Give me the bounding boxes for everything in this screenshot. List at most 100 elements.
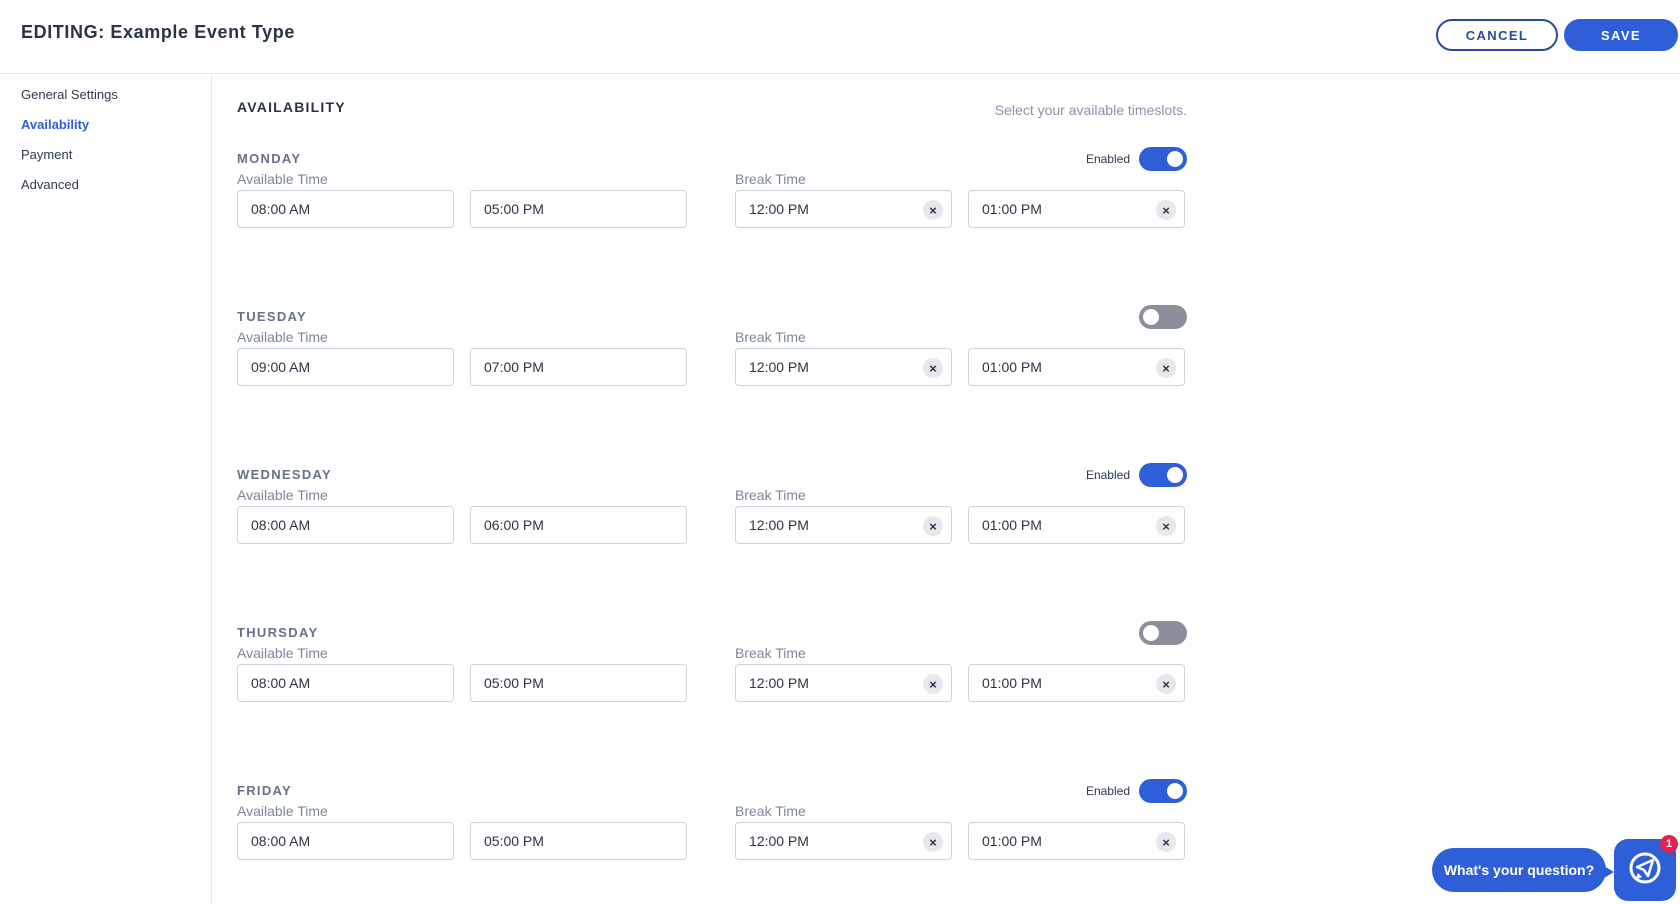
toggle-knob (1143, 625, 1159, 641)
day-name: THURSDAY (237, 625, 319, 640)
break-time-label: Break Time (735, 329, 806, 345)
day-name: TUESDAY (237, 309, 308, 324)
available-time-label: Available Time (237, 803, 328, 819)
end-time-input[interactable]: 07:00 PM (470, 348, 687, 386)
break-time-label: Break Time (735, 803, 806, 819)
time-value: 06:00 PM (484, 517, 544, 533)
toggle-knob (1167, 151, 1183, 167)
toggle-knob (1167, 467, 1183, 483)
enabled-label: Enabled (1085, 152, 1130, 166)
clear-icon[interactable]: × (923, 200, 943, 220)
enable-toggle-group: Enabled (1086, 779, 1187, 803)
available-time-label: Available Time (237, 329, 328, 345)
day-row-friday: FRIDAY Enabled Available Time Break Time 08:… (237, 779, 1187, 903)
section-hint: Select your available timeslots. (994, 102, 1187, 118)
enable-toggle-thursday[interactable] (1139, 621, 1187, 645)
chat-notification-badge: 1 (1660, 835, 1678, 853)
clear-icon[interactable]: × (1156, 358, 1176, 378)
clear-icon[interactable]: × (1156, 832, 1176, 852)
available-time-label: Available Time (237, 487, 328, 503)
clear-icon[interactable]: × (1156, 516, 1176, 536)
enable-toggle-group (1139, 305, 1187, 329)
time-value: 05:00 PM (484, 675, 544, 691)
time-value: 12:00 PM (749, 201, 809, 217)
start-time-input[interactable]: 08:00 AM (237, 190, 454, 228)
enable-toggle-monday[interactable] (1139, 147, 1187, 171)
clear-icon[interactable]: × (923, 358, 943, 378)
chat-prompt-bubble[interactable]: What's your question? (1432, 848, 1614, 892)
enable-toggle-tuesday[interactable] (1139, 305, 1187, 329)
toggle-knob (1167, 783, 1183, 799)
time-value: 08:00 AM (251, 833, 311, 849)
break-end-input[interactable]: 01:00 PM × (968, 506, 1185, 544)
break-start-input[interactable]: 12:00 PM × (735, 506, 952, 544)
day-row-thursday: THURSDAY Available Time Break Time 08:00 AM… (237, 621, 1187, 745)
clear-icon[interactable]: × (923, 832, 943, 852)
end-time-input[interactable]: 06:00 PM (470, 506, 687, 544)
time-value: 12:00 PM (749, 517, 809, 533)
day-name: FRIDAY (237, 783, 292, 798)
time-value: 08:00 AM (251, 201, 311, 217)
enable-toggle-group (1139, 621, 1187, 645)
day-name: MONDAY (237, 151, 302, 166)
time-value: 12:00 PM (749, 359, 809, 375)
time-value: 01:00 PM (982, 517, 1042, 533)
break-start-input[interactable]: 12:00 PM × (735, 348, 952, 386)
time-value: 01:00 PM (982, 359, 1042, 375)
time-value: 01:00 PM (982, 833, 1042, 849)
start-time-input[interactable]: 08:00 AM (237, 506, 454, 544)
sidebar-item-general-settings[interactable]: General Settings (21, 87, 118, 102)
day-row-tuesday: TUESDAY Available Time Break Time 09:00 AM 0… (237, 305, 1187, 429)
available-time-label: Available Time (237, 645, 328, 661)
break-time-label: Break Time (735, 171, 806, 187)
clear-icon[interactable]: × (923, 674, 943, 694)
clear-icon[interactable]: × (1156, 674, 1176, 694)
break-end-input[interactable]: 01:00 PM × (968, 348, 1185, 386)
break-start-input[interactable]: 12:00 PM × (735, 190, 952, 228)
enabled-label: Enabled (1085, 784, 1130, 798)
break-end-input[interactable]: 01:00 PM × (968, 190, 1185, 228)
start-time-input[interactable]: 08:00 AM (237, 664, 454, 702)
time-value: 07:00 PM (484, 359, 544, 375)
day-row-wednesday: WEDNESDAY Enabled Available Time Break Time… (237, 463, 1187, 587)
top-bar: EDITING: Example Event Type CANCEL SAVE (0, 0, 1680, 74)
enabled-label: Enabled (1085, 468, 1130, 482)
section-title: AVAILABILITY (237, 99, 346, 115)
sidebar: General Settings Availability Payment Ad… (0, 75, 212, 904)
sidebar-item-advanced[interactable]: Advanced (21, 177, 79, 192)
available-time-label: Available Time (237, 171, 328, 187)
end-time-input[interactable]: 05:00 PM (470, 190, 687, 228)
time-value: 12:00 PM (749, 833, 809, 849)
sidebar-item-payment[interactable]: Payment (21, 147, 73, 162)
end-time-input[interactable]: 05:00 PM (470, 822, 687, 860)
toggle-knob (1143, 309, 1159, 325)
enable-toggle-group: Enabled (1086, 147, 1187, 171)
start-time-input[interactable]: 08:00 AM (237, 822, 454, 860)
clear-icon[interactable]: × (1156, 200, 1176, 220)
enable-toggle-wednesday[interactable] (1139, 463, 1187, 487)
break-start-input[interactable]: 12:00 PM × (735, 822, 952, 860)
clear-icon[interactable]: × (923, 516, 943, 536)
time-value: 08:00 AM (251, 675, 311, 691)
time-value: 05:00 PM (484, 201, 544, 217)
enable-toggle-group: Enabled (1086, 463, 1187, 487)
break-end-input[interactable]: 01:00 PM × (968, 664, 1185, 702)
time-value: 01:00 PM (982, 675, 1042, 691)
break-start-input[interactable]: 12:00 PM × (735, 664, 952, 702)
break-end-input[interactable]: 01:00 PM × (968, 822, 1185, 860)
end-time-input[interactable]: 05:00 PM (470, 664, 687, 702)
save-button[interactable]: SAVE (1564, 19, 1678, 51)
chat-icon (1626, 849, 1664, 892)
sidebar-item-availability[interactable]: Availability (21, 117, 90, 132)
day-name: WEDNESDAY (237, 467, 333, 482)
break-time-label: Break Time (735, 487, 806, 503)
page-title: EDITING: Example Event Type (21, 22, 295, 42)
time-value: 08:00 AM (251, 517, 311, 533)
availability-panel: AVAILABILITY Select your available times… (213, 75, 1680, 904)
start-time-input[interactable]: 09:00 AM (237, 348, 454, 386)
cancel-button[interactable]: CANCEL (1436, 19, 1558, 51)
time-value: 12:00 PM (749, 675, 809, 691)
time-value: 01:00 PM (982, 201, 1042, 217)
day-row-monday: MONDAY Enabled Available Time Break Time 08:… (237, 147, 1187, 271)
enable-toggle-friday[interactable] (1139, 779, 1187, 803)
